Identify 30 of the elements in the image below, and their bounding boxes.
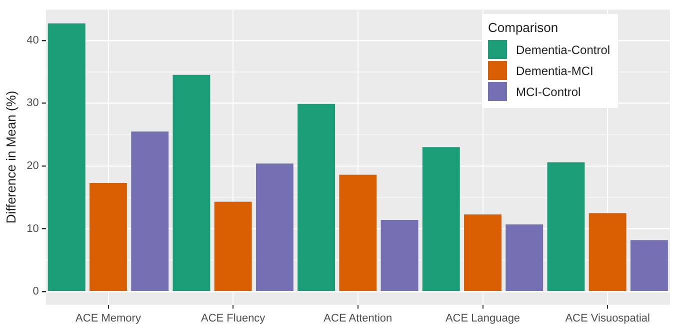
bar <box>506 224 544 292</box>
bar <box>464 214 502 292</box>
legend-label: Dementia-MCI <box>516 64 594 78</box>
bar <box>298 104 336 292</box>
legend-label: Dementia-Control <box>516 42 610 56</box>
bar <box>588 213 626 292</box>
bar <box>422 147 460 292</box>
bar <box>547 162 585 292</box>
x-tick-label: ACE Memory <box>76 312 142 324</box>
legend-label: MCI-Control <box>516 84 581 98</box>
y-tick-label: 10 <box>26 222 39 235</box>
bar <box>214 202 252 292</box>
x-tick-label: ACE Attention <box>324 312 392 324</box>
y-axis-title: Difference in Mean (%) <box>3 90 18 224</box>
bar <box>256 163 294 292</box>
y-tick-label: 40 <box>26 34 39 46</box>
bar <box>90 182 127 292</box>
bar <box>339 174 377 292</box>
x-tick-label: ACE Visuospatial <box>565 312 650 324</box>
y-tick-label: 0 <box>32 286 39 298</box>
bar <box>630 240 668 292</box>
x-tick-label: ACE Fluency <box>200 312 266 324</box>
legend-title: Comparison <box>488 20 560 35</box>
bar <box>48 23 86 292</box>
y-tick-label: 20 <box>26 160 39 172</box>
bar <box>380 220 418 292</box>
bar <box>131 131 169 292</box>
bar <box>172 74 210 292</box>
x-tick-label: ACE Language <box>445 312 520 324</box>
y-tick-label: 30 <box>26 97 39 110</box>
